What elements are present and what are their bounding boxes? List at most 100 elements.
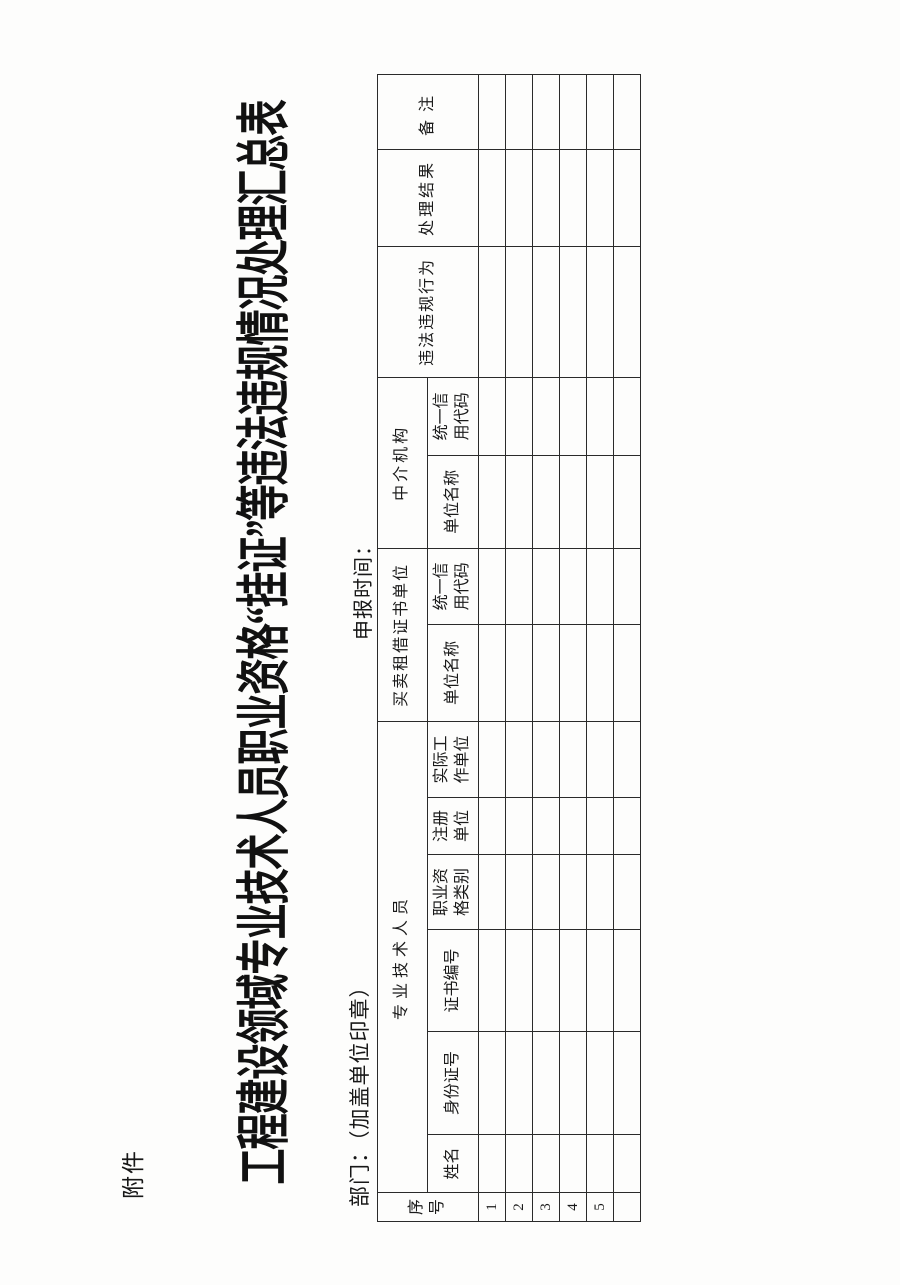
data-cell [532,455,560,549]
data-cell [613,455,641,549]
data-cell [559,797,587,855]
page-title: 工程建设领域专业技术人员职业资格“挂证”等违法违规情况处理汇总表 [234,100,295,1185]
data-cell [505,455,533,549]
summary-table: 序 号 专业技术人员 买卖租借证书单位 中介机构 违法违规行为 处理结果 备注 … [377,74,641,1222]
data-cell [586,149,614,247]
data-cell [478,721,506,798]
header-cert-number: 证书编号 [427,929,479,1032]
data-cell [478,854,506,930]
data-cell [505,721,533,798]
table-row: 4 [559,74,587,1222]
data-cell [613,548,641,625]
data-cell [478,455,506,549]
data-cell [613,854,641,930]
data-cell [559,377,587,456]
data-cell [505,1134,533,1193]
header-intermediary-unit-name: 单位名称 [427,455,479,549]
serial-cell: 5 [586,1192,614,1222]
data-cell [478,149,506,247]
header-name: 姓名 [427,1134,479,1193]
table-row [613,74,641,1222]
data-cell [613,377,641,456]
data-cell [586,455,614,549]
data-cell [478,377,506,456]
data-cell [559,929,587,1032]
data-cell [559,624,587,722]
data-cell [505,854,533,930]
data-cell [559,548,587,625]
department-label: 部门：（加盖单位印章） [348,975,372,1208]
data-cell [586,1134,614,1193]
header-id-number: 身份证号 [427,1031,479,1135]
data-cell [559,455,587,549]
data-cell [478,1031,506,1135]
data-cell [586,624,614,722]
data-cell [586,548,614,625]
data-cell [532,1031,560,1135]
data-cell [613,74,641,150]
data-cell [478,74,506,150]
header-handling-result: 处理结果 [377,149,479,247]
data-cell [559,149,587,247]
data-cell [586,721,614,798]
data-cell [505,149,533,247]
header-group-row: 序 号 专业技术人员 买卖租借证书单位 中介机构 违法违规行为 处理结果 备注 [377,74,479,1222]
data-cell [505,548,533,625]
attachment-label: 附件 [121,1149,146,1199]
serial-cell: 1 [478,1192,506,1222]
data-cell [532,149,560,247]
data-cell [613,1031,641,1135]
serial-cell [613,1192,641,1222]
header-group-professional-personnel: 专业技术人员 [377,721,428,1193]
header-actual-work-unit: 实际工 作单位 [427,721,479,798]
data-cell [532,624,560,722]
data-cell [532,548,560,625]
header-trading-credit-code: 统一信 用代码 [427,548,479,625]
header-trading-unit-name: 单位名称 [427,624,479,722]
data-cell [505,929,533,1032]
table-row: 2 [505,74,533,1222]
data-cell [505,797,533,855]
data-cell [559,1031,587,1135]
data-cell [532,246,560,378]
data-cell [559,1134,587,1193]
data-cell [613,246,641,378]
data-cell [478,1134,506,1193]
data-cell [613,624,641,722]
header-violations: 违法违规行为 [377,246,479,378]
serial-cell: 3 [532,1192,560,1222]
report-time-label: 申报时间： [353,535,375,640]
data-cell [586,854,614,930]
data-cell [532,1134,560,1193]
header-remarks: 备注 [377,74,479,150]
data-cell [505,624,533,722]
data-cell [478,246,506,378]
data-cell [586,74,614,150]
data-cell [532,929,560,1032]
table-row: 3 [532,74,560,1222]
table-row: 1 [478,74,506,1222]
data-cell [559,74,587,150]
header-registered-unit: 注册 单位 [427,797,479,855]
data-cell [586,929,614,1032]
data-cell [505,246,533,378]
header-group-intermediary-agency: 中介机构 [377,377,428,549]
data-cell [613,1134,641,1193]
data-cell [559,854,587,930]
data-cell [613,797,641,855]
header-serial-number: 序 号 [377,1192,479,1222]
data-cell [505,377,533,456]
data-cell [505,1031,533,1135]
data-cell [586,377,614,456]
serial-cell: 2 [505,1192,533,1222]
data-cell [478,797,506,855]
data-cell [586,1031,614,1135]
data-cell [613,929,641,1032]
table-row: 5 [586,74,614,1222]
data-cell [586,246,614,378]
data-cell [559,246,587,378]
serial-cell: 4 [559,1192,587,1222]
